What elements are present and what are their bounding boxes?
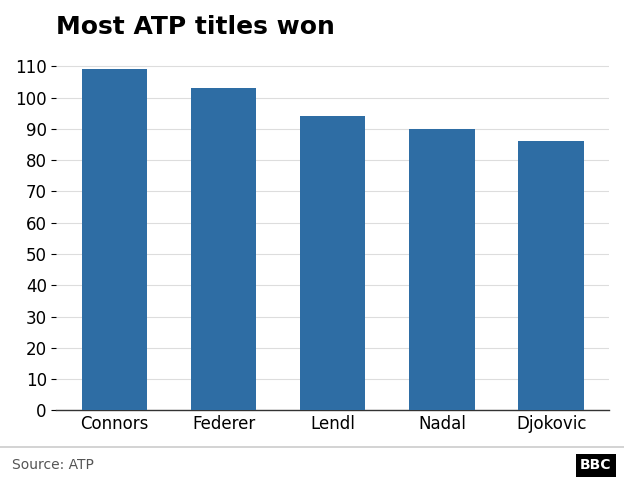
- Bar: [300, 116, 366, 410]
- Bar: [519, 141, 584, 410]
- Text: BBC: BBC: [580, 458, 612, 472]
- Text: Source: ATP: Source: ATP: [12, 458, 94, 472]
- Text: Most ATP titles won: Most ATP titles won: [57, 15, 335, 39]
- Bar: [82, 69, 147, 410]
- Bar: [191, 88, 256, 410]
- Bar: [409, 129, 475, 410]
